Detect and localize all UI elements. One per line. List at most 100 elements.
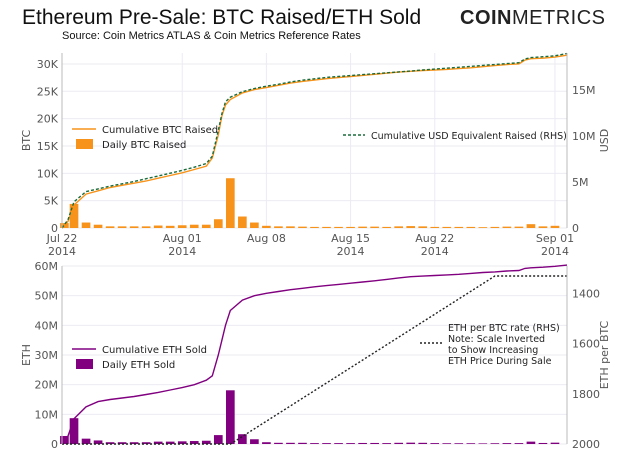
btc-daily-bar <box>226 178 235 228</box>
btc-daily-bar <box>478 227 488 228</box>
y-tick-label: 10M <box>35 408 59 421</box>
y-tick-label: 30M <box>35 349 59 362</box>
brand-logo: COINMETRICS <box>460 7 606 30</box>
eth-daily-bar <box>322 443 331 444</box>
btc-daily-bar <box>189 224 199 228</box>
y-tick-label: 5K <box>44 195 59 208</box>
eth-daily-bar <box>406 442 416 444</box>
eth-daily-bar <box>358 442 367 444</box>
eth-panel: 0 10M 20M 30M 40M 50M 60M 2000 1800 1600 1400 ETH ET… <box>20 260 611 449</box>
btc-daily-bar <box>442 226 452 228</box>
eth-daily-bar <box>117 442 127 444</box>
y-tick-label: 10K <box>37 167 59 180</box>
btc-daily-bar <box>165 225 175 228</box>
y-tick-label: 30K <box>37 58 59 71</box>
y2-axis-label: USD <box>598 129 611 153</box>
eth-daily-bar <box>454 443 464 444</box>
eth-daily-bar <box>334 443 343 444</box>
btc-daily-bar <box>141 226 151 228</box>
y-tick-label: 50M <box>35 290 59 303</box>
eth-daily-bar <box>394 442 403 444</box>
eth-daily-bar <box>141 442 151 444</box>
y-tick-label: 15K <box>37 140 59 153</box>
x-tick-label: Aug 22 <box>415 232 454 245</box>
eth-daily-bar <box>177 441 187 444</box>
chart-title: Ethereum Pre-Sale: BTC Raised/ETH Sold <box>22 6 422 29</box>
btc-daily-bar <box>250 222 259 228</box>
y2-axis-label: ETH per BTC <box>598 320 611 389</box>
btc-daily-bar <box>298 226 307 228</box>
y2-tick-label: 5M <box>572 176 589 189</box>
btc-daily-bar <box>69 203 79 228</box>
eth-daily-bar <box>538 442 548 444</box>
eth-daily-bar <box>418 442 428 444</box>
y2-tick-label: 0 <box>572 222 579 235</box>
eth-daily-bar <box>466 443 476 444</box>
btc-daily-bar <box>382 226 391 228</box>
x-tick-year: 2014 <box>337 245 365 258</box>
plot-area <box>62 53 567 228</box>
x-tick-year: 2014 <box>541 245 569 258</box>
eth-daily-bar <box>93 440 103 444</box>
legend-label: Daily BTC Raised <box>102 140 186 151</box>
btc-daily-bar <box>117 226 127 228</box>
y-tick-label: 40M <box>35 319 59 332</box>
btc-daily-bar <box>370 226 379 228</box>
eth-daily-bar <box>442 443 452 444</box>
eth-daily-bar <box>286 442 295 444</box>
brand-light: METRICS <box>512 7 606 29</box>
eth-daily-bar <box>226 390 235 444</box>
eth-daily-bar <box>81 438 91 444</box>
btc-daily-bar <box>394 226 403 228</box>
btc-daily-bar <box>213 219 223 228</box>
series-line <box>61 264 568 445</box>
x-tick-year: 2014 <box>168 245 196 258</box>
y-axis-label: ETH <box>20 344 33 366</box>
btc-daily-bar <box>550 225 560 228</box>
y2-tick-label: 15M <box>572 84 596 97</box>
eth-daily-bar <box>490 443 500 444</box>
btc-daily-bar <box>105 226 115 228</box>
legend-bar-swatch <box>76 359 93 369</box>
btc-daily-bar <box>502 226 512 228</box>
y-tick-label: 0 <box>51 438 58 449</box>
eth-daily-bar <box>478 443 488 444</box>
eth-daily-bar <box>298 442 307 444</box>
x-tick-label: Aug 15 <box>331 232 370 245</box>
btc-daily-bar <box>93 224 103 228</box>
btc-daily-bar <box>310 226 319 228</box>
legend-label: Daily ETH Sold <box>102 360 175 371</box>
eth-daily-bar <box>213 435 223 444</box>
eth-daily-bar <box>105 442 115 444</box>
btc-daily-bar <box>346 226 355 228</box>
btc-daily-bar <box>430 226 440 228</box>
eth-daily-bar <box>69 418 79 444</box>
btc-daily-bar <box>454 226 464 228</box>
x-tick-year: 2014 <box>48 245 76 258</box>
btc-daily-bar <box>514 226 524 228</box>
legend-bar-swatch <box>76 139 93 149</box>
eth-daily-bar <box>189 441 199 444</box>
eth-daily-bar <box>250 439 259 444</box>
btc-daily-bar <box>358 226 367 228</box>
btc-daily-bar <box>334 226 343 228</box>
btc-daily-bar <box>406 226 416 228</box>
eth-daily-bar <box>274 442 283 444</box>
y2-tick-label: 1600 <box>572 338 600 351</box>
eth-daily-bar <box>238 434 247 444</box>
series-line <box>61 54 568 229</box>
series-line <box>62 275 567 445</box>
btc-daily-bar <box>274 226 283 228</box>
legend-label: Cumulative BTC Raised <box>102 125 218 136</box>
btc-daily-bar <box>526 224 536 228</box>
x-tick-label: Aug 01 <box>163 232 202 245</box>
eth-daily-bar <box>346 443 355 444</box>
y-tick-label: 60M <box>35 260 59 273</box>
y2-tick-label: 10M <box>572 130 596 143</box>
y2-tick-label: 2000 <box>572 438 600 449</box>
eth-daily-bar <box>262 442 271 444</box>
legend-label: ETH per BTC rate (RHS) <box>448 323 560 334</box>
btc-daily-bar <box>322 226 331 228</box>
y-tick-label: 0 <box>51 222 58 235</box>
